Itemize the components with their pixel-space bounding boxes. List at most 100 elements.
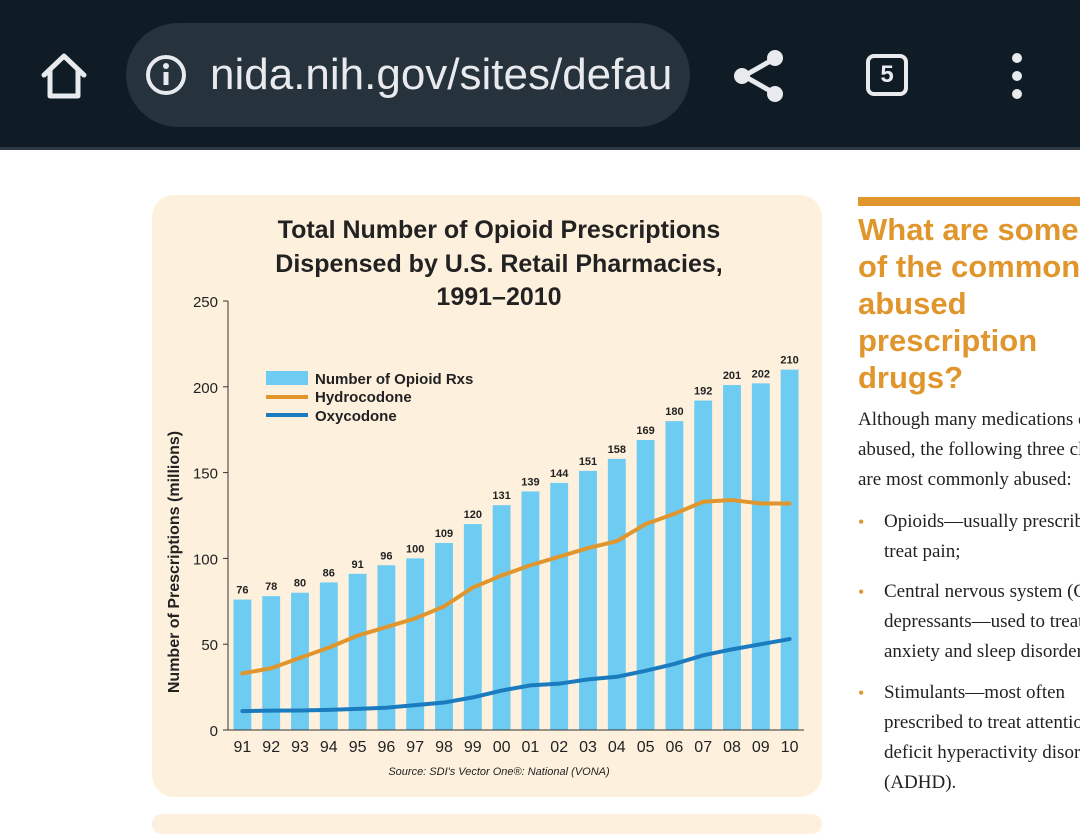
x-tick-label: 06 bbox=[666, 739, 684, 756]
heading-accent-bar bbox=[858, 197, 1080, 206]
bar bbox=[233, 599, 252, 730]
bar-value-label: 91 bbox=[351, 559, 363, 571]
legend-label-hydrocodone: Hydrocodone bbox=[315, 389, 412, 406]
next-card-edge bbox=[152, 814, 822, 834]
bar-value-label: 210 bbox=[780, 355, 798, 367]
bar bbox=[521, 491, 540, 730]
bar-value-label: 202 bbox=[752, 368, 770, 380]
x-tick-label: 05 bbox=[637, 739, 655, 756]
bar bbox=[607, 458, 626, 730]
heading-line: of the commonly bbox=[858, 249, 1080, 284]
share-icon[interactable] bbox=[730, 48, 788, 104]
bar bbox=[636, 439, 655, 730]
x-tick-label: 03 bbox=[579, 739, 597, 756]
x-tick-label: 10 bbox=[781, 739, 799, 756]
more-vert-icon[interactable] bbox=[1002, 50, 1032, 104]
x-tick-label: 93 bbox=[291, 739, 309, 756]
intro-paragraph: Although many medications can be abused,… bbox=[858, 405, 1080, 495]
y-tick-label: 100 bbox=[193, 551, 218, 568]
x-tick-label: 02 bbox=[550, 739, 568, 756]
x-tick-label: 04 bbox=[608, 739, 626, 756]
x-tick-label: 08 bbox=[723, 739, 741, 756]
list-item-line: Central nervous system (CNS) bbox=[884, 581, 1080, 602]
x-tick-label: 91 bbox=[234, 739, 252, 756]
legend-label-rxs: Number of Opioid Rxs bbox=[315, 371, 473, 388]
bar bbox=[348, 573, 367, 730]
x-tick-label: 97 bbox=[406, 739, 424, 756]
intro-line: Although many medications can be bbox=[858, 409, 1080, 430]
x-tick-label: 07 bbox=[694, 739, 712, 756]
y-tick-label: 50 bbox=[201, 637, 218, 654]
bar-value-label: 86 bbox=[323, 567, 335, 579]
bullet-dot: • bbox=[858, 512, 865, 532]
x-tick-label: 92 bbox=[262, 739, 280, 756]
bar bbox=[492, 505, 511, 730]
bar bbox=[550, 482, 569, 730]
y-tick-label: 250 bbox=[193, 294, 218, 311]
bar bbox=[262, 596, 281, 730]
x-tick-label: 09 bbox=[752, 739, 770, 756]
list-item-line: Opioids—usually prescribed to bbox=[884, 511, 1080, 532]
tabs-icon[interactable]: 5 bbox=[866, 54, 908, 96]
y-axis-label: Number of Prescriptions (millions) bbox=[166, 431, 183, 693]
bar-value-label: 192 bbox=[694, 386, 712, 398]
bar-value-label: 100 bbox=[406, 543, 424, 555]
bar-value-label: 131 bbox=[492, 490, 510, 502]
bar bbox=[406, 558, 425, 730]
heading-line: prescription bbox=[858, 323, 1038, 358]
opioid-prescriptions-chart: Total Number of Opioid Prescriptions Dis… bbox=[166, 216, 804, 778]
bar bbox=[751, 383, 770, 730]
bar-value-label: 139 bbox=[521, 476, 539, 488]
info-icon[interactable] bbox=[144, 53, 188, 97]
list-item-line: prescribed to treat attention- bbox=[884, 712, 1080, 733]
bar-value-label: 158 bbox=[608, 444, 626, 456]
x-tick-label: 96 bbox=[378, 739, 396, 756]
series-line-oxycodone bbox=[240, 637, 792, 714]
list-item-line: Stimulants—most often bbox=[884, 682, 1066, 703]
bar bbox=[377, 565, 396, 730]
bullet-dot: • bbox=[858, 582, 865, 602]
chart-title-line-1: Total Number of Opioid Prescriptions bbox=[278, 216, 721, 244]
list-item-line: anxiety and sleep disorders; and bbox=[884, 641, 1080, 662]
x-tick-label: 99 bbox=[464, 739, 482, 756]
bullet-dot: • bbox=[858, 683, 865, 703]
legend-label-oxycodone: Oxycodone bbox=[315, 408, 397, 425]
address-bar[interactable]: nida.nih.gov/sites/default/files/rrpresc… bbox=[126, 23, 690, 127]
bar bbox=[579, 470, 597, 730]
heading-line: drugs? bbox=[858, 360, 964, 395]
toolbar-divider bbox=[0, 147, 1080, 150]
bar-value-label: 96 bbox=[380, 550, 392, 562]
intro-line: abused, the following three classes bbox=[858, 439, 1080, 460]
bar bbox=[723, 385, 741, 730]
intro-line: are most commonly abused: bbox=[858, 469, 1072, 490]
bar bbox=[319, 582, 338, 730]
bar bbox=[780, 369, 799, 730]
chart-source: Source: SDI's Vector One®: National (VON… bbox=[388, 766, 610, 778]
x-tick-label: 98 bbox=[435, 739, 453, 756]
bar-value-label: 120 bbox=[464, 509, 482, 521]
list-item-line: (ADHD). bbox=[884, 772, 957, 793]
bar bbox=[463, 524, 482, 730]
chart-legend: Number of Opioid Rxs Hydrocodone Oxycodo… bbox=[266, 371, 473, 425]
url-text[interactable]: nida.nih.gov/sites/default/files/rrpresc… bbox=[210, 50, 670, 99]
heading-line: What are some bbox=[858, 212, 1079, 247]
bar-value-label: 169 bbox=[636, 425, 654, 437]
x-tick-label: 01 bbox=[522, 739, 540, 756]
chart-title-line-2: Dispensed by U.S. Retail Pharmacies, bbox=[275, 250, 722, 278]
y-tick-label: 150 bbox=[193, 466, 218, 483]
y-tick-label: 200 bbox=[193, 380, 218, 397]
section-heading: What are some of the commonly abused pre… bbox=[858, 211, 1080, 396]
list-item-line: treat pain; bbox=[884, 541, 961, 562]
bar-value-label: 201 bbox=[723, 370, 741, 382]
home-icon[interactable] bbox=[38, 50, 90, 102]
x-tick-label: 95 bbox=[349, 739, 367, 756]
bar-value-label: 151 bbox=[579, 456, 597, 468]
bar-value-label: 109 bbox=[435, 528, 453, 540]
bar bbox=[291, 592, 309, 730]
series-line-hydrocodone bbox=[240, 498, 792, 676]
article-column: What are some of the commonly abused pre… bbox=[858, 197, 1080, 819]
chart-title-line-3: 1991–2010 bbox=[436, 283, 561, 311]
bar-value-label: 76 bbox=[236, 585, 248, 597]
legend-swatch-rxs bbox=[266, 371, 308, 385]
browser-toolbar: nida.nih.gov/sites/default/files/rrpresc… bbox=[0, 0, 1080, 150]
